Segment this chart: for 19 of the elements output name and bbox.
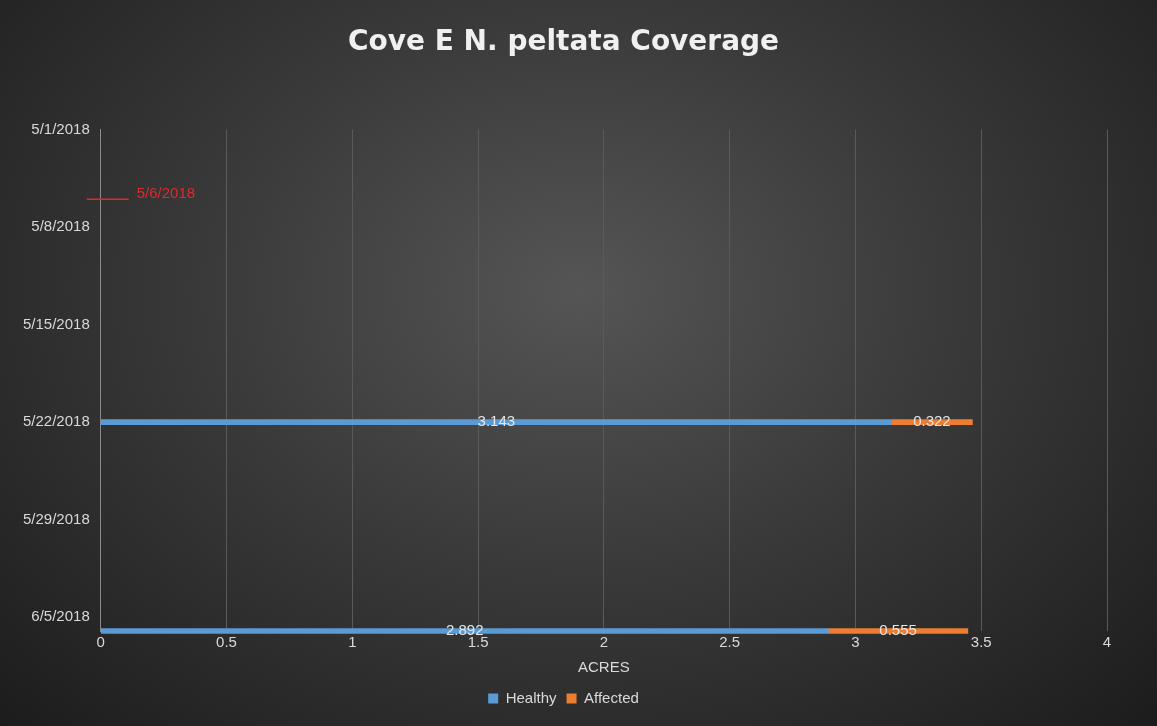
ref-line-label: 5/6/2018 [136,183,196,201]
y-tick-label: 5/22/2018 [23,412,90,430]
x-tick-label: 4 [1102,633,1112,651]
x-tick-label: 2 [599,633,609,651]
y-tick-label: 5/1/2018 [31,119,90,137]
chart-title: Cove E N. peltata Coverage [347,24,780,58]
y-tick-label: 5/15/2018 [23,314,90,332]
x-tick-label: 3 [851,633,860,651]
x-tick-label: 3.5 [970,633,992,651]
y-tick-label: 5/8/2018 [31,217,90,235]
y-tick-label: 6/5/2018 [31,607,90,625]
x-tick-label: 2.5 [719,633,741,651]
x-tick-label: 1 [348,633,357,651]
x-tick-label: 0 [96,633,105,651]
y-tick-label: 5/29/2018 [23,509,90,527]
legend-label: Affected [584,688,639,706]
x-tick-label: 0.5 [216,633,237,651]
x-axis-title: ACRES [578,658,630,676]
legend-label: Healthy [505,688,558,706]
